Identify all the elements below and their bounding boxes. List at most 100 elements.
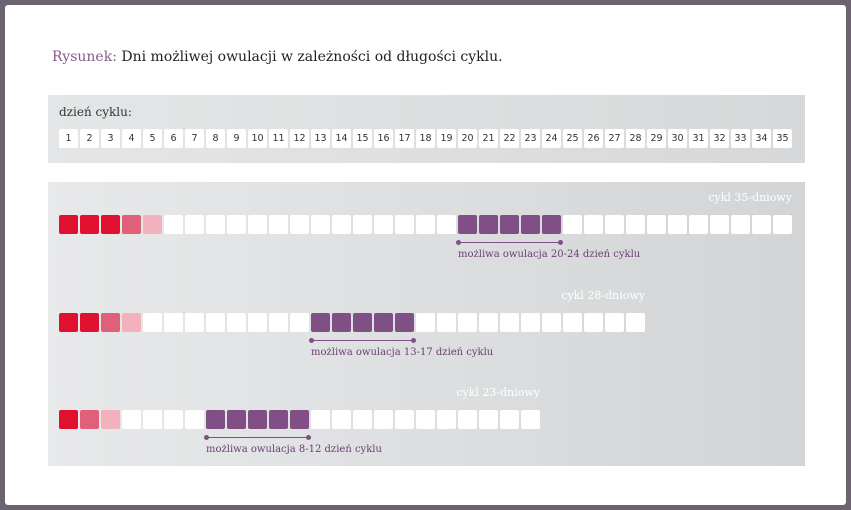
day-cell — [647, 215, 666, 234]
day-cell — [227, 313, 246, 332]
day-number-cell: 20 — [458, 129, 477, 148]
day-number-cell: 13 — [311, 129, 330, 148]
day-cell — [164, 215, 183, 234]
day-cell — [521, 410, 540, 429]
ovulation-day-cell — [353, 313, 372, 332]
day-cell — [143, 410, 162, 429]
bleeding-day-cell — [101, 215, 120, 234]
ovulation-day-cell — [374, 313, 393, 332]
ovulation-range-arrow — [204, 435, 311, 440]
bleeding-day-cell — [80, 215, 99, 234]
day-number-cell: 1 — [59, 129, 78, 148]
ovulation-range-label: możliwa owulacja 20-24 dzień cyklu — [458, 249, 641, 260]
day-number-cell: 28 — [626, 129, 645, 148]
day-number-cell: 8 — [206, 129, 225, 148]
figure-title-prefix: Rysunek: — [52, 49, 117, 65]
ovulation-range-label: możliwa owulacja 8-12 dzień cyklu — [206, 444, 382, 455]
bleeding-day-cell — [122, 313, 141, 332]
day-number-cell: 9 — [227, 129, 246, 148]
cycle-label: cykl 35-dniowy — [708, 191, 792, 204]
day-number-cell: 11 — [269, 129, 288, 148]
day-cell — [584, 215, 603, 234]
day-number-cell: 16 — [374, 129, 393, 148]
day-cell — [122, 410, 141, 429]
day-cell — [290, 313, 309, 332]
day-number-cell: 35 — [773, 129, 792, 148]
day-cell — [710, 215, 729, 234]
figure-title-text: Dni możliwej owulacji w zależności od dł… — [121, 49, 503, 65]
day-cell — [626, 313, 645, 332]
day-number-cell: 12 — [290, 129, 309, 148]
bleeding-day-cell — [59, 215, 78, 234]
bleeding-day-cell — [101, 313, 120, 332]
day-cell — [269, 313, 288, 332]
day-number-cell: 30 — [668, 129, 687, 148]
day-cell — [311, 410, 330, 429]
bleeding-day-cell — [59, 313, 78, 332]
day-cell — [773, 215, 792, 234]
day-cell — [521, 313, 540, 332]
ovulation-day-cell — [332, 313, 351, 332]
day-cell — [731, 215, 750, 234]
day-number-cell: 21 — [479, 129, 498, 148]
day-cell — [416, 215, 435, 234]
day-cell — [353, 215, 372, 234]
day-number-cell: 27 — [605, 129, 624, 148]
day-cell — [416, 313, 435, 332]
day-cell — [563, 215, 582, 234]
ovulation-day-cell — [290, 410, 309, 429]
day-number-cell: 14 — [332, 129, 351, 148]
ovulation-day-cell — [206, 410, 225, 429]
day-cell — [479, 313, 498, 332]
cycle-label: cykl 28-dniowy — [561, 289, 645, 302]
day-cell — [374, 215, 393, 234]
cycle-label: cykl 23-dniowy — [456, 386, 540, 399]
day-number-cell: 31 — [689, 129, 708, 148]
day-cell — [605, 215, 624, 234]
ovulation-day-cell — [458, 215, 477, 234]
day-cell — [626, 215, 645, 234]
day-number-cell: 3 — [101, 129, 120, 148]
bleeding-day-cell — [80, 410, 99, 429]
ovulation-day-cell — [248, 410, 267, 429]
bleeding-day-cell — [143, 215, 162, 234]
day-number-cell: 6 — [164, 129, 183, 148]
day-cell — [332, 215, 351, 234]
day-cell — [500, 313, 519, 332]
bleeding-day-cell — [122, 215, 141, 234]
day-number-cell: 4 — [122, 129, 141, 148]
day-number-cell: 25 — [563, 129, 582, 148]
day-cell — [605, 313, 624, 332]
day-number-cell: 24 — [542, 129, 561, 148]
day-number-cell: 33 — [731, 129, 750, 148]
ovulation-day-cell — [269, 410, 288, 429]
day-cell — [206, 313, 225, 332]
day-number-cell: 23 — [521, 129, 540, 148]
day-cell — [563, 313, 582, 332]
day-cell — [542, 313, 561, 332]
day-cell — [437, 215, 456, 234]
cycles-panel: cykl 35-dniowy możliwa owulacja 20-24 dzi… — [48, 182, 805, 466]
day-cell — [668, 215, 687, 234]
ovulation-day-cell — [311, 313, 330, 332]
day-cell — [584, 313, 603, 332]
day-cell — [353, 410, 372, 429]
ovulation-day-cell — [521, 215, 540, 234]
day-number-cell: 22 — [500, 129, 519, 148]
day-cell — [185, 410, 204, 429]
ovulation-day-cell — [395, 313, 414, 332]
day-cell — [269, 215, 288, 234]
ovulation-range-arrow — [456, 240, 563, 245]
day-cell — [164, 313, 183, 332]
day-scale-label: dzień cyklu: — [59, 105, 132, 119]
day-cell — [437, 313, 456, 332]
day-number-cell: 34 — [752, 129, 771, 148]
day-cell — [752, 215, 771, 234]
day-cell — [185, 313, 204, 332]
day-scale-panel: dzień cyklu: 1 2 3 4 5 6 7 8 9 10 11 12 13 14 15 16 17 18… — [48, 95, 805, 163]
figure-title: Rysunek: Dni możliwej owulacji w zależno… — [52, 49, 503, 65]
day-cell — [374, 410, 393, 429]
day-number-cell: 18 — [416, 129, 435, 148]
day-cell — [290, 215, 309, 234]
day-number-cell: 29 — [647, 129, 666, 148]
